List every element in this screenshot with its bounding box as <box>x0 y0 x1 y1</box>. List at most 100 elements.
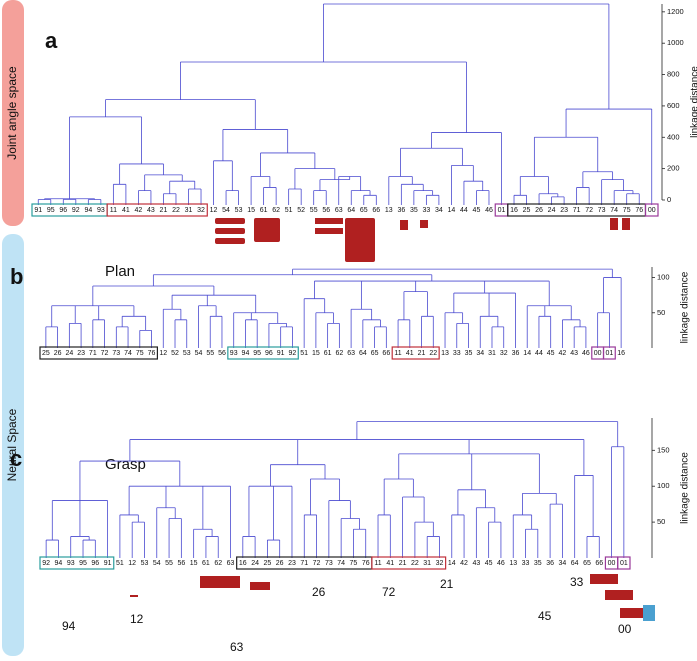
dendrogram-link <box>414 521 434 558</box>
leaf-label: 53 <box>183 350 191 357</box>
dendrogram-link <box>180 61 467 133</box>
leaf-label: 14 <box>448 207 456 214</box>
dendrogram-link <box>586 536 600 558</box>
image-label: 63 <box>230 640 244 654</box>
dendrogram-link <box>549 503 563 558</box>
object-icon <box>643 605 655 621</box>
image-labels: 94 12 63 26 72 21 45 33 00 <box>62 575 632 654</box>
leaf-label: 01 <box>605 350 613 357</box>
dendrogram-link <box>403 291 428 320</box>
dendrogram-link <box>451 165 474 205</box>
leaf-label: 91 <box>277 350 285 357</box>
leaf-label: 92 <box>289 350 297 357</box>
leaf-label: 35 <box>534 560 542 567</box>
leaf-label: 14 <box>448 560 456 567</box>
leaf-label: 52 <box>171 350 179 357</box>
dendrogram-link <box>139 329 152 348</box>
leaf-label: 74 <box>610 207 618 214</box>
dendrogram-link <box>268 322 287 348</box>
dendrogram-link <box>270 464 326 487</box>
leaf-label: 95 <box>253 350 261 357</box>
leaf-label: 64 <box>359 350 367 357</box>
leaf-label: 65 <box>371 350 379 357</box>
leaf-label: 66 <box>595 560 603 567</box>
leaf-label: 73 <box>598 207 606 214</box>
dendrogram-link <box>112 183 127 205</box>
dendrogram-link <box>377 514 391 558</box>
dendrogram-link <box>79 460 181 501</box>
leaf-label: 66 <box>372 207 380 214</box>
image-label: 33 <box>570 575 584 589</box>
leaf-label: 22 <box>411 560 419 567</box>
leaf-label: 31 <box>185 207 193 214</box>
leaf-label: 95 <box>79 560 87 567</box>
leaf-label: 71 <box>573 207 581 214</box>
dendrogram-link <box>128 485 231 558</box>
leaf-label: 61 <box>324 350 332 357</box>
dendrogram-link <box>44 198 95 200</box>
y-axis-label: linkage distance <box>680 271 691 343</box>
dendrogram-link <box>45 326 59 348</box>
side-label: Joint angle space <box>5 66 19 160</box>
leaf-label: 71 <box>89 350 97 357</box>
dendrogram-link <box>144 174 183 191</box>
leaf-label: 73 <box>325 560 333 567</box>
dendrogram-link <box>213 160 233 205</box>
leaf-label: 62 <box>335 350 343 357</box>
dendrogram-link <box>425 194 440 205</box>
object-icons <box>130 218 648 618</box>
leaf-label: 53 <box>235 207 243 214</box>
leaf-label: 13 <box>509 560 517 567</box>
leaf-label: 44 <box>460 207 468 214</box>
dendrogram-link <box>383 478 414 515</box>
dendrogram-link <box>245 319 258 348</box>
dendrogram-link <box>402 496 425 558</box>
dendrogram-link <box>169 180 196 194</box>
y-tick-label: 50 <box>657 308 665 317</box>
dendrogram-link <box>562 319 581 348</box>
leaf-label: 16 <box>510 207 518 214</box>
dendrogram-link <box>263 187 277 205</box>
dendrogram-link <box>121 315 147 331</box>
dendrogram-link <box>156 507 176 558</box>
leaf-label: 96 <box>91 560 99 567</box>
leaf-label: 11 <box>374 560 381 567</box>
leaf-label: 72 <box>313 560 321 567</box>
dendrogram-link <box>138 190 152 205</box>
dendrogram-link <box>398 453 540 494</box>
dendrogram-link <box>222 129 289 161</box>
dendrogram-link <box>522 492 557 515</box>
dendrogram-link <box>119 163 164 185</box>
dendrogram-link <box>565 108 653 205</box>
leaf-label: 14 <box>523 350 531 357</box>
leaf-label: 34 <box>435 207 443 214</box>
leaf-label: 16 <box>617 350 625 357</box>
leaf-label: 56 <box>218 350 226 357</box>
dendrogram-link <box>526 305 572 348</box>
leaf-label: 75 <box>136 350 144 357</box>
dendrogram-link <box>453 292 516 348</box>
y-tick-label: 0 <box>667 195 671 204</box>
leaf-label: 72 <box>585 207 593 214</box>
leaf-label: 42 <box>460 560 468 567</box>
dendrogram-link <box>525 528 539 558</box>
dendrogram-link <box>92 319 105 348</box>
leaf-label: 21 <box>418 350 426 357</box>
y-tick-label: 150 <box>657 445 670 454</box>
leaf-label: 22 <box>429 350 437 357</box>
leaf-label: 96 <box>265 350 273 357</box>
leaf-label: 75 <box>623 207 631 214</box>
leaf-label: 55 <box>165 560 173 567</box>
panel-title: Plan <box>105 263 135 280</box>
leaf-label: 76 <box>148 350 156 357</box>
dendrogram-link <box>315 312 334 348</box>
cluster-box <box>391 346 440 360</box>
leaf-label: 96 <box>59 207 67 214</box>
leaf-label: 33 <box>453 350 461 357</box>
leaf-label: 45 <box>473 207 481 214</box>
dendrogram-link <box>488 521 502 558</box>
leaf-label: 52 <box>297 207 305 214</box>
y-tick-label: 600 <box>667 101 680 110</box>
leaf-label: 56 <box>322 207 330 214</box>
leaf-label: 64 <box>571 560 579 567</box>
